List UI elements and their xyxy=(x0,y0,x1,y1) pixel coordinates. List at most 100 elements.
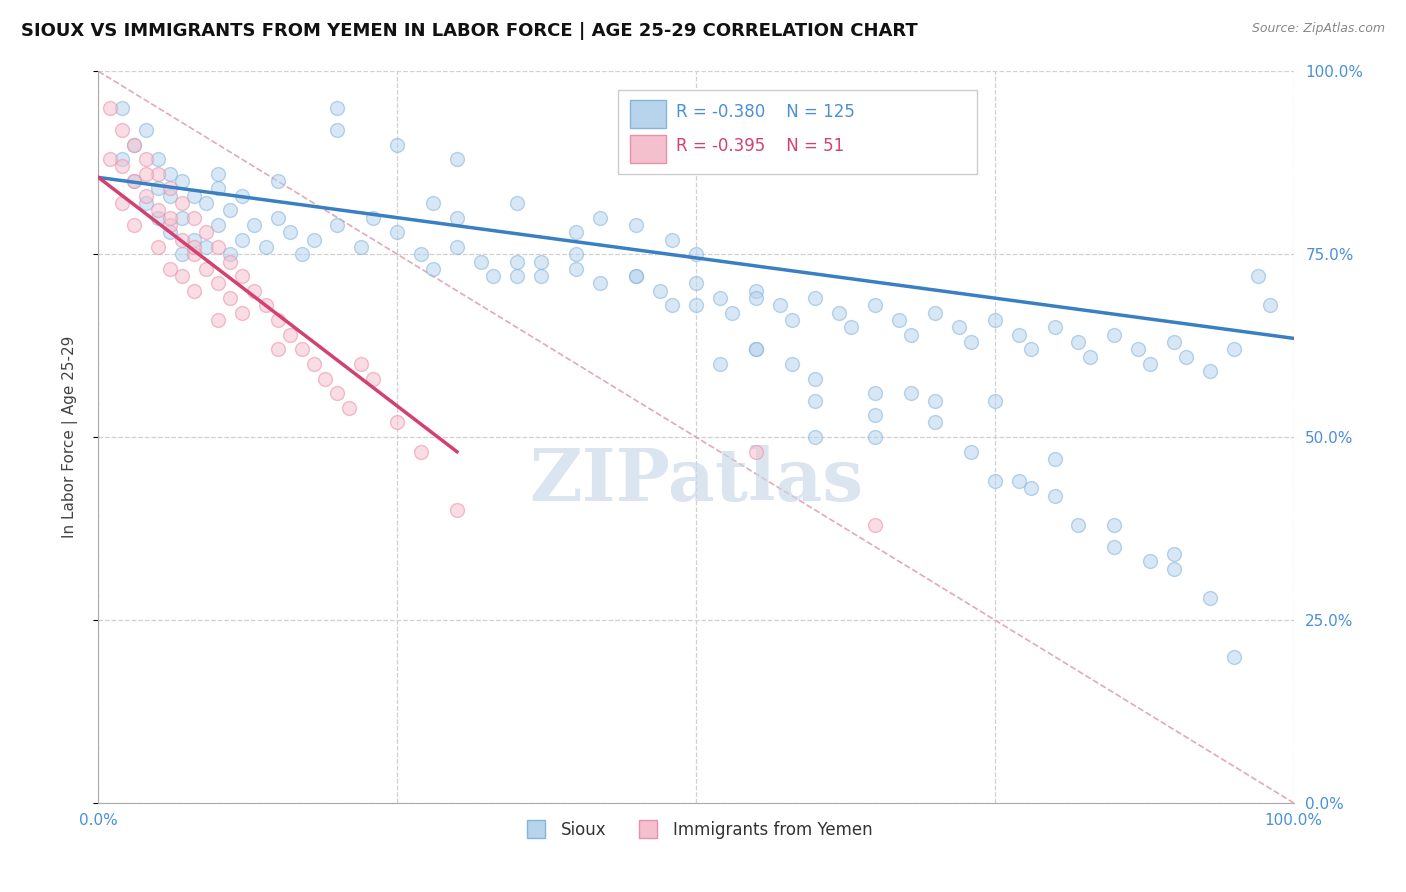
Point xyxy=(446,240,468,254)
Point xyxy=(172,247,194,261)
Point xyxy=(865,517,887,532)
Point xyxy=(1104,327,1126,342)
Point xyxy=(326,101,349,115)
Point xyxy=(350,357,373,371)
Point xyxy=(195,196,218,211)
Point xyxy=(565,225,588,239)
Point xyxy=(267,313,290,327)
Point xyxy=(446,152,468,166)
Point xyxy=(111,196,134,211)
Point xyxy=(984,393,1007,408)
Point xyxy=(709,291,731,305)
Point xyxy=(124,137,146,152)
Point xyxy=(172,196,194,211)
Point xyxy=(865,386,887,401)
Point xyxy=(768,298,790,312)
Point xyxy=(804,291,827,305)
Point xyxy=(219,203,242,218)
Point xyxy=(589,277,612,291)
Text: R = -0.395    N = 51: R = -0.395 N = 51 xyxy=(676,137,844,155)
Point xyxy=(231,188,253,202)
Point xyxy=(530,254,553,268)
Point xyxy=(148,152,170,166)
Point xyxy=(685,298,707,312)
Point xyxy=(183,188,205,202)
Point xyxy=(780,357,803,371)
Point xyxy=(924,306,946,320)
Point xyxy=(172,174,194,188)
Point xyxy=(231,306,253,320)
Point xyxy=(828,306,851,320)
Point xyxy=(159,225,181,239)
Point xyxy=(207,218,229,232)
Point xyxy=(1163,547,1185,561)
Point xyxy=(195,225,218,239)
Point xyxy=(1223,649,1246,664)
Point xyxy=(183,233,205,247)
Bar xyxy=(619,90,977,174)
Point xyxy=(1019,343,1042,357)
Text: ZIPatlas: ZIPatlas xyxy=(529,445,863,516)
Point xyxy=(267,343,290,357)
Point xyxy=(291,343,314,357)
Point xyxy=(1067,334,1090,349)
Point xyxy=(1104,517,1126,532)
Point xyxy=(1223,343,1246,357)
Point xyxy=(135,188,157,202)
Point xyxy=(1008,327,1031,342)
Point xyxy=(231,269,253,284)
Point xyxy=(865,298,887,312)
Point xyxy=(589,211,612,225)
Text: Source: ZipAtlas.com: Source: ZipAtlas.com xyxy=(1251,22,1385,36)
Point xyxy=(865,408,887,422)
Point xyxy=(135,167,157,181)
Point xyxy=(1139,357,1161,371)
Point xyxy=(900,327,922,342)
Point xyxy=(254,240,277,254)
Point xyxy=(481,269,505,284)
Point xyxy=(1043,320,1066,334)
Point xyxy=(111,123,134,137)
Point xyxy=(984,313,1007,327)
Point xyxy=(1199,591,1222,605)
Point xyxy=(924,393,946,408)
Point xyxy=(315,371,337,385)
Point xyxy=(98,101,122,115)
Point xyxy=(159,181,181,195)
Point xyxy=(135,123,157,137)
Point xyxy=(326,386,349,401)
Bar xyxy=(630,135,666,163)
Point xyxy=(565,247,588,261)
Point xyxy=(984,474,1007,488)
Point xyxy=(422,261,444,276)
Point xyxy=(470,254,492,268)
Point xyxy=(685,247,707,261)
Point xyxy=(363,211,385,225)
Point xyxy=(960,334,983,349)
Point xyxy=(745,291,768,305)
Bar xyxy=(630,100,666,128)
Point xyxy=(183,211,205,225)
Point xyxy=(1258,298,1281,312)
Point xyxy=(111,152,134,166)
Point xyxy=(446,211,468,225)
Point xyxy=(148,167,170,181)
Point xyxy=(148,240,170,254)
Point xyxy=(207,240,229,254)
Point xyxy=(159,188,181,202)
Point xyxy=(159,218,181,232)
Point xyxy=(924,416,946,430)
Point xyxy=(745,444,768,458)
Point xyxy=(183,284,205,298)
Point xyxy=(135,152,157,166)
Point xyxy=(124,174,146,188)
Point xyxy=(411,247,433,261)
Point xyxy=(1128,343,1150,357)
Point xyxy=(385,225,409,239)
Point xyxy=(302,233,325,247)
Point xyxy=(1199,364,1222,378)
Point xyxy=(159,211,181,225)
Point xyxy=(124,218,146,232)
Point xyxy=(1043,489,1066,503)
Text: R = -0.380    N = 125: R = -0.380 N = 125 xyxy=(676,103,855,120)
